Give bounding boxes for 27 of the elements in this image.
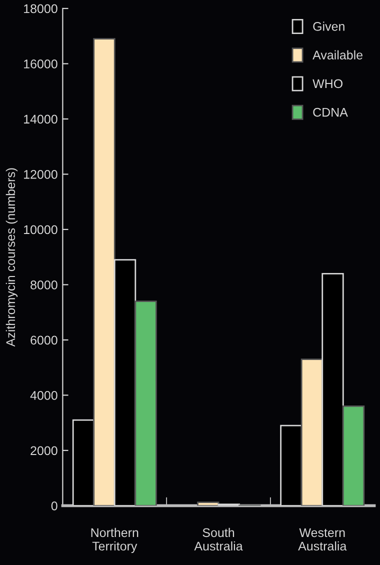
bar (342, 406, 365, 506)
y-tick-label: 16000 (24, 60, 58, 68)
legend-label: Given (313, 22, 344, 31)
bar (280, 424, 302, 506)
bar (114, 259, 136, 506)
bar (93, 38, 116, 506)
y-tick-label: 6000 (30, 336, 58, 345)
bar (134, 300, 157, 506)
y-tick-label: 14000 (24, 114, 58, 124)
x-tick-label: South Australia (194, 528, 243, 551)
y-tick-label: 10000 (24, 225, 58, 234)
bar (300, 358, 324, 506)
y-tick-label: 4000 (30, 390, 58, 400)
y-tick-label: 8000 (30, 280, 58, 290)
y-tick-label: 12000 (24, 170, 58, 179)
bar (197, 502, 220, 506)
y-axis-title: Azithromycin courses (numbers) (6, 168, 18, 347)
x-tick-label: Western Australia (298, 528, 347, 551)
bar (72, 419, 95, 506)
y-tick-label: 2000 (30, 446, 58, 456)
legend-label: Available (312, 50, 362, 60)
legend-label: CDNA (313, 108, 348, 117)
legend-label: WHO (312, 79, 342, 88)
y-tick-label: 18000 (24, 4, 58, 14)
y-tick-label: 0 (51, 501, 58, 510)
x-tick-label: Northern Territory (91, 528, 138, 554)
bar (322, 272, 344, 506)
